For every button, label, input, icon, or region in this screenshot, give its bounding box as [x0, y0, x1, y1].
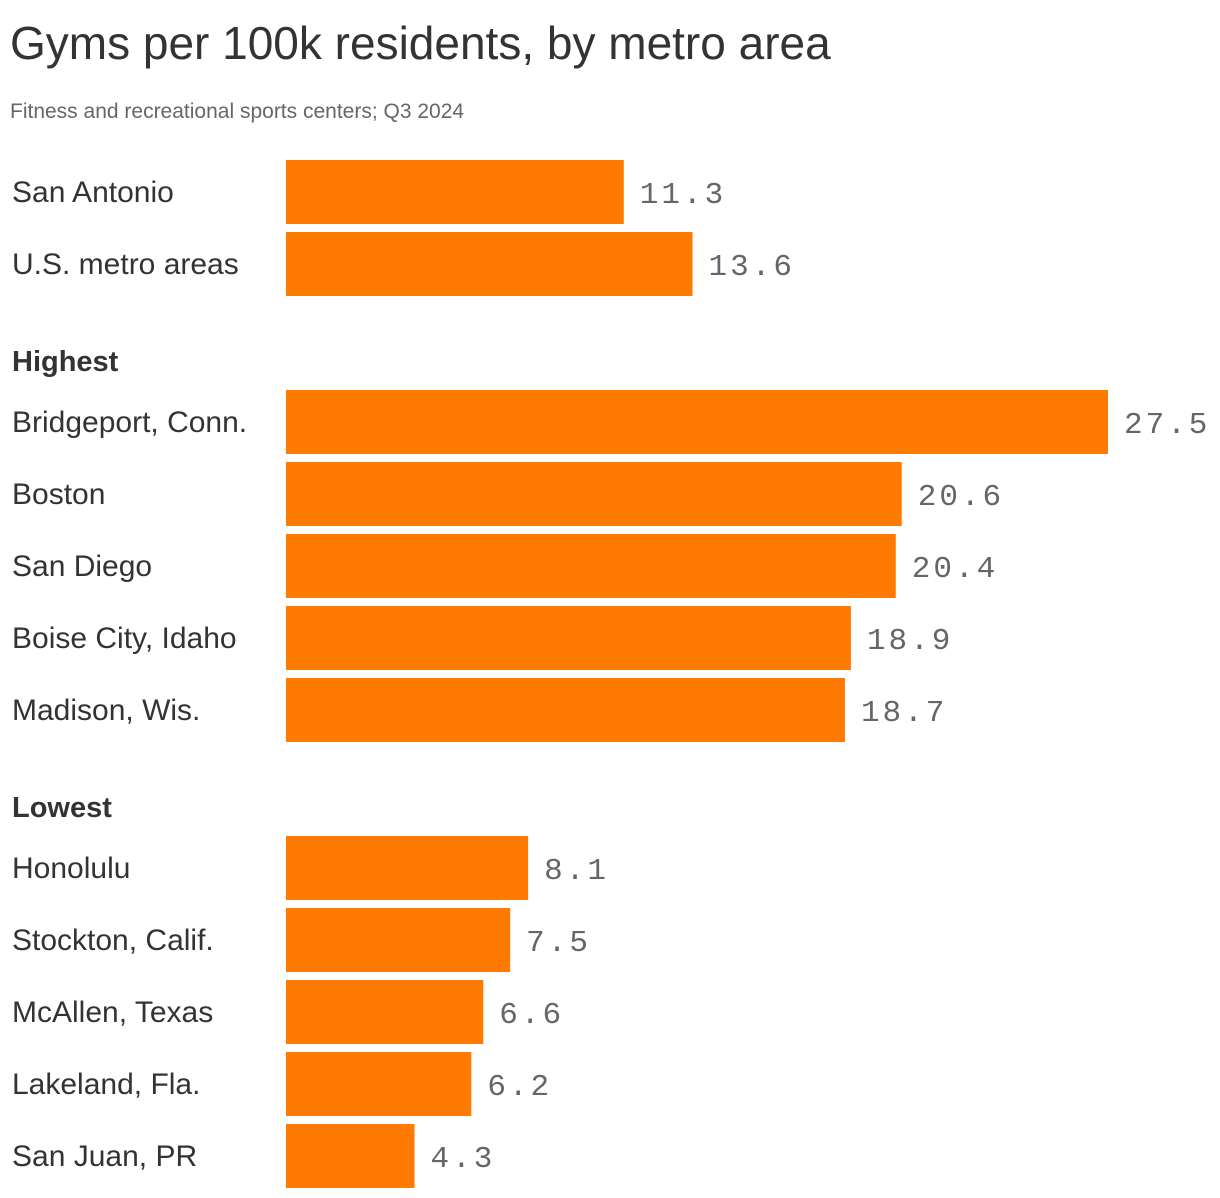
bar: [286, 980, 484, 1044]
category-label: Boston: [12, 478, 105, 511]
value-label: 7.5: [526, 926, 591, 961]
group-label: Lowest: [12, 792, 112, 824]
category-label: U.S. metro areas: [12, 248, 239, 281]
bar: [286, 1052, 472, 1116]
group-label: Highest: [12, 346, 119, 378]
value-label: 6.2: [487, 1070, 552, 1105]
bar: [286, 908, 511, 972]
bar: [286, 678, 845, 742]
bar: [286, 1124, 415, 1188]
bar: [286, 606, 851, 670]
chart-subtitle: Fitness and recreational sports centers;…: [10, 100, 465, 123]
value-label: 18.9: [867, 624, 953, 659]
bar: [286, 462, 902, 526]
category-label: Honolulu: [12, 852, 130, 885]
value-label: 4.3: [431, 1142, 496, 1177]
bar: [286, 390, 1108, 454]
bar: [286, 232, 693, 296]
value-label: 8.1: [544, 854, 609, 889]
value-label: 20.6: [918, 480, 1004, 515]
bar: [286, 534, 896, 598]
value-label: 6.6: [499, 998, 564, 1033]
category-label: McAllen, Texas: [12, 996, 213, 1029]
chart-title: Gyms per 100k residents, by metro area: [10, 17, 831, 69]
category-label: Stockton, Calif.: [12, 924, 214, 957]
bar: [286, 836, 529, 900]
bar: [286, 160, 624, 224]
category-label: Boise City, Idaho: [12, 622, 237, 655]
value-label: 18.7: [861, 696, 947, 731]
category-label: Bridgeport, Conn.: [12, 406, 247, 439]
value-label: 20.4: [912, 552, 998, 587]
category-label: Lakeland, Fla.: [12, 1068, 200, 1101]
value-label: 27.5: [1124, 408, 1210, 443]
value-label: 11.3: [640, 178, 726, 213]
category-label: Madison, Wis.: [12, 694, 200, 727]
category-label: San Diego: [12, 550, 152, 583]
value-label: 13.6: [709, 250, 795, 285]
category-label: San Antonio: [12, 176, 174, 209]
category-label: San Juan, PR: [12, 1140, 197, 1173]
